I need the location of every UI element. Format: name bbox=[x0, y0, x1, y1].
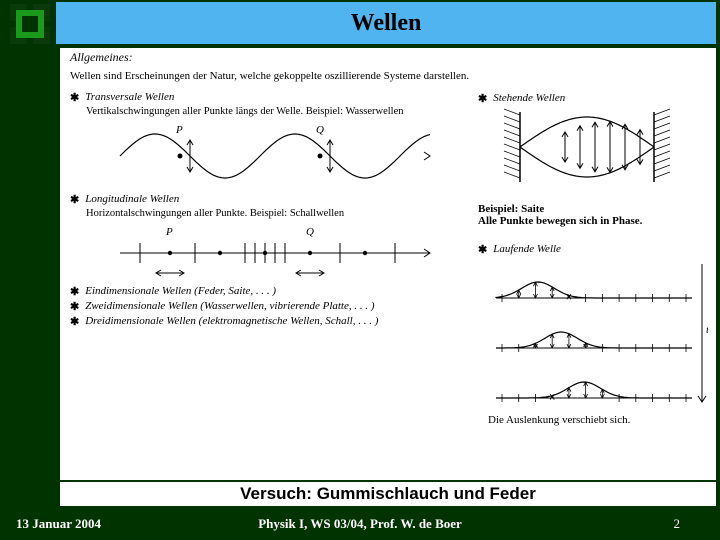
bullet-2d: ✱ Zweidimensionale Wellen (Wasserwellen,… bbox=[70, 300, 470, 313]
bullet-label: Laufende Welle bbox=[493, 243, 561, 255]
bullet-icon: ✱ bbox=[478, 92, 487, 105]
running-wave-diagram: t bbox=[488, 258, 708, 408]
content-area: Allgemeines: Wellen sind Erscheinungen d… bbox=[60, 48, 716, 480]
bullet-3d: ✱ Dreidimensionale Wellen (elektromagnet… bbox=[70, 315, 470, 328]
running-caption: Die Auslenkung verschiebt sich. bbox=[488, 414, 706, 426]
bullet-longitudinal: ✱ Longitudinale Wellen bbox=[70, 193, 470, 206]
section-heading: Allgemeines: bbox=[70, 50, 470, 65]
svg-text:P: P bbox=[165, 226, 173, 238]
bullet-label: Zweidimensionale Wellen (Wasserwellen, v… bbox=[85, 300, 374, 312]
sub-transversal: Vertikalschwingungen aller Punkte längs … bbox=[86, 106, 470, 117]
transverse-wave-diagram: PQ bbox=[110, 121, 440, 191]
experiment-banner: Versuch: Gummischlauch und Feder bbox=[60, 482, 716, 506]
bullet-label: Stehende Wellen bbox=[493, 92, 565, 104]
bullet-icon: ✱ bbox=[478, 243, 487, 256]
right-column: ✱ Stehende Wellen Beispiel: Saite Alle P… bbox=[478, 90, 706, 426]
footer-page: 2 bbox=[674, 516, 681, 532]
bullet-icon: ✱ bbox=[70, 315, 79, 328]
bullet-transversal: ✱ Transversale Wellen bbox=[70, 91, 470, 104]
svg-text:t: t bbox=[706, 324, 708, 336]
logo-svg bbox=[10, 4, 50, 44]
svg-text:Q: Q bbox=[316, 124, 324, 136]
footer-mid: Physik I, WS 03/04, Prof. W. de Boer bbox=[0, 516, 720, 532]
bullet-label: Dreidimensionale Wellen (elektromagnetis… bbox=[85, 315, 378, 327]
caption-bold: Alle Punkte bewegen sich in Phase. bbox=[478, 215, 642, 227]
standing-caption: Beispiel: Saite Alle Punkte bewegen sich… bbox=[478, 203, 706, 227]
bullet-icon: ✱ bbox=[70, 193, 79, 206]
svg-text:P: P bbox=[175, 124, 183, 136]
bullet-label: Eindimensionale Wellen (Feder, Saite, . … bbox=[85, 285, 276, 297]
left-column: Allgemeines: Wellen sind Erscheinungen d… bbox=[70, 50, 470, 330]
bullet-icon: ✱ bbox=[70, 300, 79, 313]
bullet-1d: ✱ Eindimensionale Wellen (Feder, Saite, … bbox=[70, 285, 470, 298]
bullet-running: ✱ Laufende Welle bbox=[478, 243, 706, 256]
footer: 13 Januar 2004 Physik I, WS 03/04, Prof.… bbox=[0, 512, 720, 538]
banner-text: Versuch: Gummischlauch und Feder bbox=[240, 484, 536, 504]
bullet-icon: ✱ bbox=[70, 285, 79, 298]
standing-wave-diagram bbox=[502, 107, 682, 197]
bullet-icon: ✱ bbox=[70, 91, 79, 104]
bullet-standing: ✱ Stehende Wellen bbox=[478, 92, 706, 105]
bullet-label: Transversale Wellen bbox=[85, 91, 174, 103]
intro-text: Wellen sind Erscheinungen der Natur, wel… bbox=[70, 69, 470, 83]
longitudinal-wave-diagram: PQ bbox=[110, 223, 440, 283]
svg-text:Q: Q bbox=[306, 226, 314, 238]
caption-bold: Beispiel: Saite bbox=[478, 203, 544, 215]
sub-longitudinal: Horizontalschwingungen aller Punkte. Bei… bbox=[86, 208, 470, 219]
title-bar: Wellen bbox=[56, 2, 716, 44]
bullet-label: Longitudinale Wellen bbox=[85, 193, 179, 205]
slide-frame: Wellen Allgemeines: Wellen sind Erschein… bbox=[0, 0, 720, 540]
slide-title: Wellen bbox=[351, 10, 422, 37]
logo bbox=[10, 4, 50, 44]
